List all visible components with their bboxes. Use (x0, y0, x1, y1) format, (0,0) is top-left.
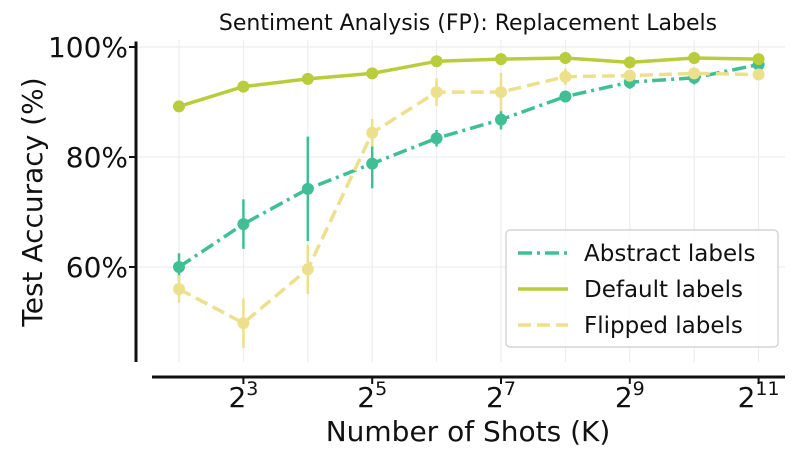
data-point (301, 72, 314, 85)
data-point (623, 56, 636, 69)
data-point (301, 182, 314, 195)
data-point (752, 53, 765, 66)
data-point (752, 68, 765, 81)
x-tick-exponent: 5 (375, 378, 387, 400)
data-point (173, 100, 185, 113)
x-axis-title: Number of Shots (K) (326, 415, 611, 448)
data-point (430, 86, 443, 99)
data-point (237, 317, 250, 330)
x-tick-label: 211 (738, 378, 780, 414)
legend-box (505, 229, 779, 348)
data-point (173, 283, 185, 295)
y-tick-label: 60% (66, 251, 128, 284)
data-point (173, 261, 185, 273)
legend: Abstract labels Default labels Flipped lab… (505, 229, 779, 348)
series-line (178, 71, 759, 325)
data-point (366, 67, 379, 80)
data-point (559, 52, 572, 64)
data-point (237, 218, 250, 231)
data-point (301, 263, 314, 276)
x-tick-base: 2 (615, 381, 633, 414)
x-tick-exponent: 3 (246, 378, 258, 400)
series-default-labels (173, 52, 765, 113)
legend-label: Flipped labels (584, 313, 743, 339)
x-tick-label: 25 (357, 378, 387, 414)
x-tick-base: 2 (738, 381, 756, 414)
data-point (495, 86, 507, 99)
chart-title: Sentiment Analysis (FP): Replacement Lab… (219, 11, 717, 36)
data-point (688, 52, 701, 64)
y-axis-title: Test Accuracy (%) (16, 77, 49, 327)
data-point (430, 55, 443, 68)
y-tick-label: 80% (66, 141, 128, 174)
x-tick-exponent: 11 (755, 378, 779, 400)
x-tick-label: 29 (615, 378, 645, 414)
series-layer (173, 52, 765, 348)
legend-label: Default labels (584, 277, 743, 303)
x-tick-base: 2 (228, 381, 246, 414)
x-tick-exponent: 9 (633, 378, 645, 400)
x-ticks: 23 25 27 29 211 (228, 377, 780, 414)
series-line (178, 56, 759, 109)
data-point (559, 90, 572, 103)
data-point (623, 69, 636, 82)
data-point (366, 126, 379, 139)
data-point (366, 157, 379, 170)
data-point (495, 113, 507, 126)
data-point (430, 132, 443, 145)
data-point (559, 70, 572, 83)
x-tick-exponent: 7 (504, 378, 516, 400)
legend-label: Abstract labels (584, 241, 755, 267)
data-point (237, 80, 250, 93)
series-line (178, 62, 759, 269)
x-tick-label: 23 (228, 378, 258, 414)
data-point (495, 53, 507, 66)
series-flipped-labels (173, 67, 765, 348)
x-tick-base: 2 (357, 381, 375, 414)
y-tick-label: 100% (48, 31, 128, 64)
data-point (688, 67, 701, 80)
y-ticks: 60% 80% 100% (48, 31, 136, 284)
x-tick-label: 27 (486, 378, 516, 414)
x-tick-base: 2 (486, 381, 504, 414)
